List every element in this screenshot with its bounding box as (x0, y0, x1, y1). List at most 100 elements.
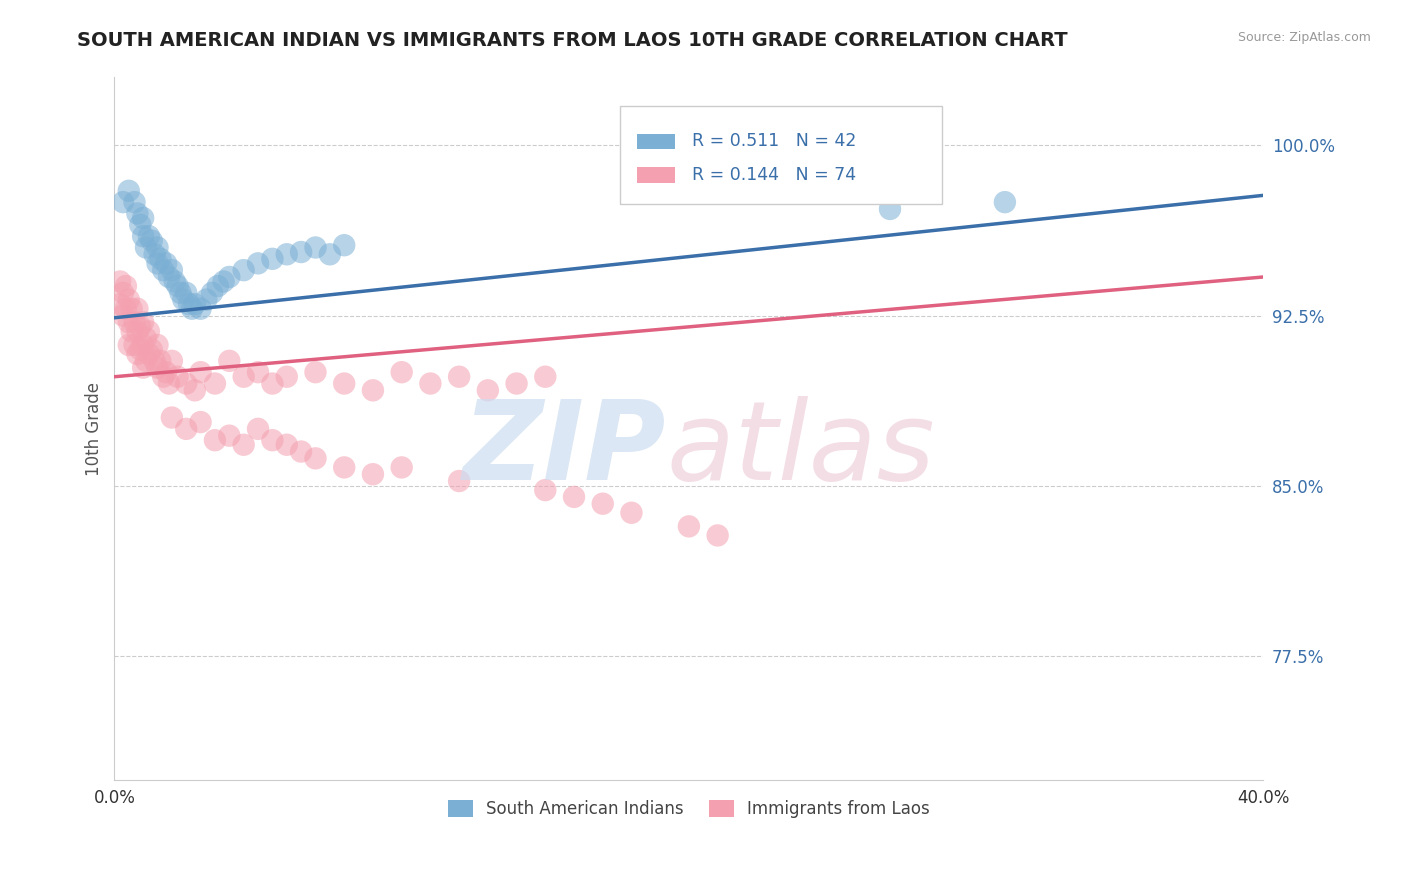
Point (534, 483, 557, 497)
Point (163, 275, 186, 289)
Text: Source: ZipAtlas.com: Source: ZipAtlas.com (1237, 31, 1371, 45)
Point (232, 263, 254, 277)
FancyBboxPatch shape (620, 105, 942, 204)
Point (247, 256, 270, 270)
Point (190, 415, 212, 429)
Point (276, 438, 298, 452)
Point (592, 497, 614, 511)
Point (129, 343, 152, 357)
Point (149, 354, 172, 368)
Point (534, 369, 557, 384)
Point (132, 211, 155, 225)
Point (155, 365, 177, 379)
Point (204, 376, 226, 391)
Point (174, 285, 197, 300)
Point (146, 256, 169, 270)
Point (143, 354, 166, 368)
Point (190, 301, 212, 316)
Point (132, 229, 155, 244)
Point (304, 365, 326, 379)
Point (129, 319, 152, 334)
Point (146, 360, 169, 375)
Point (155, 256, 177, 270)
Point (141, 343, 163, 357)
Point (169, 285, 191, 300)
Point (138, 347, 160, 361)
Point (115, 301, 138, 316)
Point (620, 506, 643, 520)
Point (276, 369, 298, 384)
Point (166, 369, 188, 384)
Point (121, 324, 143, 338)
Point (112, 285, 135, 300)
Point (304, 451, 326, 466)
Point (181, 301, 204, 316)
Point (449, 474, 471, 488)
Point (166, 279, 188, 293)
Point (132, 338, 155, 352)
Point (141, 234, 163, 248)
Point (678, 519, 700, 533)
Legend: South American Indians, Immigrants from Laos: South American Indians, Immigrants from … (441, 793, 936, 825)
Point (143, 247, 166, 261)
Point (195, 293, 218, 307)
Point (706, 528, 728, 542)
Text: ZIP: ZIP (463, 396, 666, 503)
Point (138, 324, 160, 338)
Point (172, 293, 194, 307)
Point (276, 247, 298, 261)
Point (184, 297, 207, 311)
Point (177, 297, 200, 311)
Point (108, 297, 131, 311)
Point (146, 240, 169, 254)
Point (135, 354, 157, 368)
Y-axis label: 10th Grade: 10th Grade (86, 382, 103, 475)
Point (201, 285, 224, 300)
Point (149, 252, 172, 266)
Point (112, 309, 135, 323)
Point (124, 315, 146, 329)
Point (218, 428, 240, 442)
FancyBboxPatch shape (637, 134, 675, 149)
Text: R = 0.144   N = 74: R = 0.144 N = 74 (692, 166, 856, 184)
Point (127, 324, 149, 338)
Point (207, 279, 229, 293)
Point (391, 365, 413, 379)
Point (333, 238, 356, 252)
Point (138, 229, 160, 244)
Point (160, 263, 183, 277)
Point (115, 279, 138, 293)
Point (304, 240, 326, 254)
Point (135, 331, 157, 345)
Point (262, 252, 284, 266)
Point (477, 384, 499, 398)
Point (112, 195, 135, 210)
Point (562, 490, 585, 504)
Point (262, 376, 284, 391)
Point (879, 202, 901, 216)
Point (247, 365, 270, 379)
Point (449, 369, 471, 384)
Point (160, 354, 183, 368)
Point (290, 245, 312, 260)
Point (108, 275, 131, 289)
Point (121, 301, 143, 316)
Point (419, 376, 441, 391)
Point (135, 240, 157, 254)
Point (146, 338, 169, 352)
Point (118, 338, 141, 352)
Point (157, 376, 180, 391)
Point (290, 444, 312, 458)
FancyBboxPatch shape (637, 168, 675, 183)
Point (127, 206, 149, 220)
Point (152, 369, 174, 384)
Point (118, 315, 141, 329)
Point (190, 365, 212, 379)
Point (218, 269, 240, 284)
Point (212, 275, 235, 289)
Point (184, 384, 207, 398)
Point (333, 376, 356, 391)
Point (319, 247, 342, 261)
Point (124, 195, 146, 210)
Point (333, 460, 356, 475)
